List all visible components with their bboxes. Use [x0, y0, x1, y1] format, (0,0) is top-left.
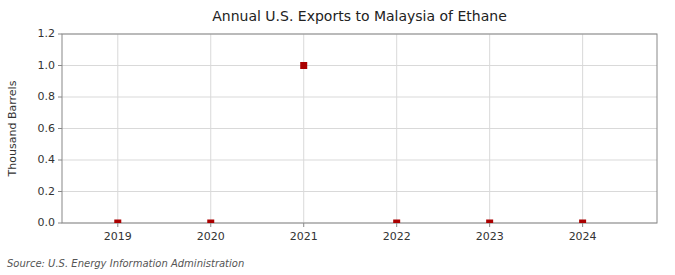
y-tick-label: 0.6	[38, 122, 56, 135]
point	[300, 62, 307, 69]
grid	[62, 34, 657, 223]
x-tick-label: 2024	[569, 230, 597, 243]
y-axis-label: Thousand Barrels	[6, 80, 19, 177]
y-tick	[58, 160, 62, 161]
x-tick	[210, 223, 211, 227]
y-tick	[58, 191, 62, 192]
y-tick	[58, 65, 62, 66]
chart-container: 0.0 0.2 0.4 0.6 0.8 1.0 1.2 2019 2020 2021 2022 202…	[0, 0, 675, 275]
point	[207, 220, 214, 224]
point	[579, 220, 586, 224]
y-tick-label: 0.0	[38, 216, 56, 229]
x-grid-line	[582, 34, 583, 223]
y-tick-label: 1.2	[38, 27, 56, 40]
chart-svg: 0.0 0.2 0.4 0.6 0.8 1.0 1.2 2019 2020 2021 2022 202…	[0, 0, 675, 275]
source-note: Source: U.S. Energy Information Administ…	[7, 258, 244, 269]
x-tick-label: 2019	[104, 230, 132, 243]
y-tick-label: 0.2	[38, 185, 56, 198]
y-grid-line	[62, 97, 657, 98]
x-tick	[303, 223, 304, 227]
y-tick-label: 1.0	[38, 59, 56, 72]
x-tick-label: 2022	[383, 230, 411, 243]
x-tick-label: 2023	[476, 230, 504, 243]
point	[486, 220, 493, 224]
x-tick	[489, 223, 490, 227]
y-grid-line	[62, 160, 657, 161]
x-tick	[396, 223, 397, 227]
y-grid-line	[62, 128, 657, 129]
x-tick-label: 2020	[197, 230, 225, 243]
x-tick	[117, 223, 118, 227]
axes: 0.0 0.2 0.4 0.6 0.8 1.0 1.2 2019 2020 2021 2022 202…	[38, 27, 597, 243]
point	[114, 220, 121, 224]
x-grid-line	[117, 34, 118, 223]
plot-frame	[62, 34, 657, 223]
x-grid-line	[210, 34, 211, 223]
chart-title: Annual U.S. Exports to Malaysia of Ethan…	[212, 8, 507, 24]
x-grid-line	[396, 34, 397, 223]
y-grid-line	[62, 65, 657, 66]
point	[393, 220, 400, 224]
y-tick	[58, 34, 62, 35]
y-tick	[58, 223, 62, 224]
x-grid-line	[489, 34, 490, 223]
y-tick-label: 0.4	[38, 153, 56, 166]
x-tick-label: 2021	[290, 230, 318, 243]
x-tick	[582, 223, 583, 227]
y-tick-label: 0.8	[38, 90, 56, 103]
y-grid-line	[62, 191, 657, 192]
data-points	[114, 62, 586, 223]
y-tick	[58, 97, 62, 98]
y-tick	[58, 128, 62, 129]
